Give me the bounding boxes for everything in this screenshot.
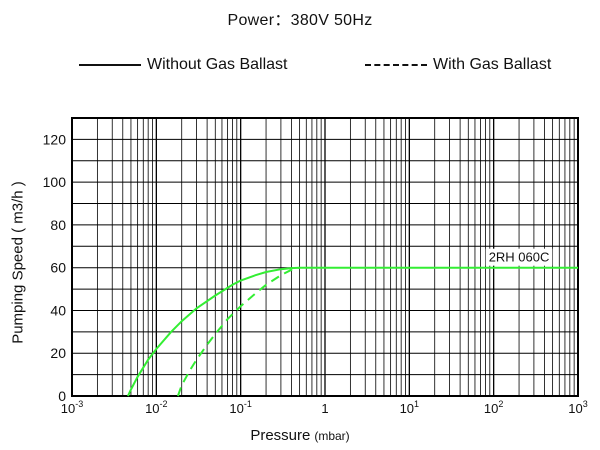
y-tick-label: 120 [43,131,67,147]
plot-frame [71,117,579,397]
y-tick-label: 40 [50,302,66,318]
y-tick-label: 80 [50,217,66,233]
x-tick-label: 1 [321,401,328,416]
legend-item-without-gas-ballast: Without Gas Ballast [79,56,288,74]
x-tick-label: 101 [400,399,419,416]
x-tick-label: 10-2 [145,399,167,416]
y-tick-label: 60 [50,260,66,276]
legend-label-without-gas-ballast: Without Gas Ballast [147,56,288,73]
legend: Without Gas Ballast With Gas Ballast [0,56,600,80]
series-line-without-gas-ballast [126,266,578,397]
series-line-with-gas-ballast [176,266,300,397]
x-axis-label: Pressure (mbar) [0,427,600,444]
y-tick-label: 100 [43,174,67,190]
chart-title: Power：380V 50Hz [227,12,373,29]
y-tick-label: 0 [58,388,66,404]
x-tick-label: 10-3 [61,399,83,416]
legend-dashed-line-swatch [365,64,427,66]
x-axis-unit: (mbar) [314,429,350,443]
annotation-background [485,248,553,266]
y-axis-label: Pumping Speed ( m3/h ) [9,181,27,344]
y-tick-label: 20 [50,345,66,361]
x-tick-label: 10-1 [229,399,251,416]
x-tick-label: 103 [568,399,587,416]
legend-label-with-gas-ballast: With Gas Ballast [433,56,552,73]
x-axis-label-text: Pressure [250,427,311,444]
legend-item-with-gas-ballast: With Gas Ballast [365,56,551,74]
x-tick-label: 102 [484,399,503,416]
model-annotation: 2RH 060C [489,250,550,265]
legend-solid-line-swatch [79,64,141,66]
